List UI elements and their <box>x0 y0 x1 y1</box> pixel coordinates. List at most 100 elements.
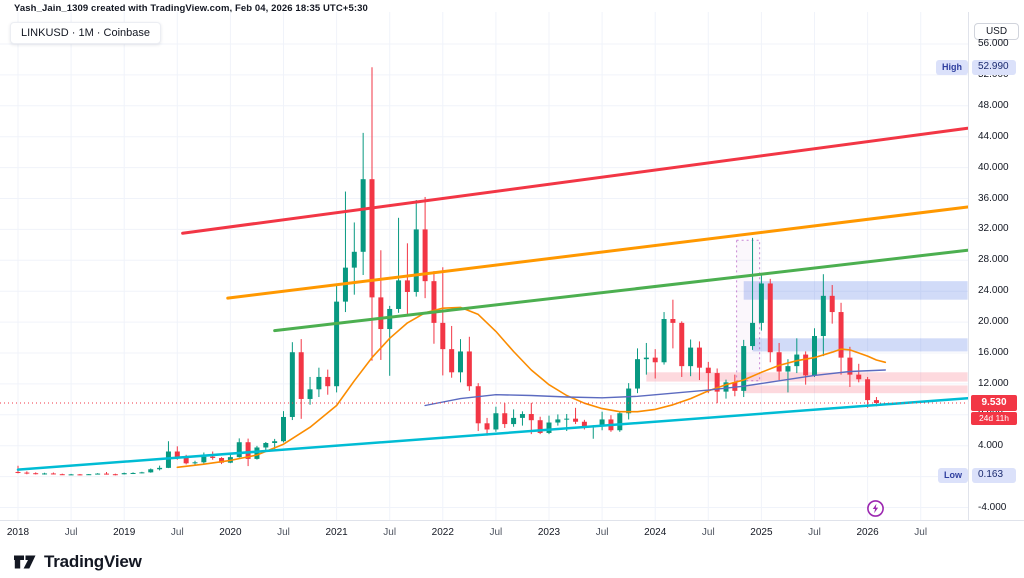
candle-body <box>263 442 269 448</box>
candle-body <box>404 280 410 292</box>
time-label: Jul <box>914 527 928 538</box>
candle-body <box>104 473 109 475</box>
candle-body <box>449 349 455 373</box>
time-label: Jul <box>595 527 609 538</box>
ma-slow-purple[interactable] <box>424 369 886 407</box>
candle-body <box>272 441 278 443</box>
high-marker: High 52.990 <box>0 59 1024 75</box>
channel-top-red[interactable] <box>181 126 968 235</box>
price-label: 28.000 <box>978 254 1009 266</box>
price-label: 24.000 <box>978 285 1009 297</box>
low-marker: Low 0.163 <box>0 467 1024 483</box>
high-value-badge: 52.990 <box>972 59 1016 75</box>
candle-body <box>564 418 570 420</box>
candle-body <box>68 474 74 476</box>
support-zone-11[interactable] <box>743 385 968 394</box>
time-label: Jul <box>64 527 78 538</box>
candle-body <box>316 376 322 390</box>
candle-body <box>661 319 667 363</box>
candle-body <box>139 472 145 474</box>
candle-body <box>555 419 561 423</box>
candle-body <box>723 382 729 392</box>
candle-body <box>466 351 472 387</box>
candle-body <box>458 351 463 373</box>
price-label: 16.000 <box>978 347 1009 358</box>
time-label: Jul <box>808 527 821 538</box>
candle-body <box>86 474 92 476</box>
time-label: 2020 <box>219 527 242 538</box>
brand-name[interactable]: TradingView <box>44 551 142 571</box>
candle-body <box>812 336 817 376</box>
candle-body <box>758 283 764 323</box>
resistance-zone-24[interactable] <box>743 281 968 300</box>
candle-body <box>289 352 295 417</box>
last-price-badge: 9.530 <box>971 394 1017 411</box>
candle-body <box>838 312 844 358</box>
candle-body <box>820 295 826 337</box>
candle-body <box>741 346 747 391</box>
footer-bar: TradingView <box>0 545 1024 578</box>
channel-mid-orange[interactable] <box>226 205 968 300</box>
candle-body <box>157 467 163 470</box>
candle-body <box>502 413 508 425</box>
time-label: 2026 <box>856 527 879 538</box>
support-cyan[interactable] <box>16 396 968 471</box>
candle-body <box>219 457 225 463</box>
tradingview-logo-icon[interactable] <box>13 552 37 572</box>
time-label: Jul <box>383 527 397 538</box>
price-label: 44.000 <box>978 130 1009 142</box>
candle-body <box>670 319 676 323</box>
candle-body <box>635 359 640 389</box>
time-label: Jul <box>170 527 184 538</box>
candle-body <box>33 473 39 475</box>
bar-countdown-badge: 24d 11h <box>971 411 1017 425</box>
candle-body <box>183 457 189 464</box>
chart-pane[interactable]: LINKUSD · 1M · Coinbase <box>0 12 968 520</box>
resistance-zone-17[interactable] <box>752 338 968 352</box>
candle-body <box>873 400 879 403</box>
candle-body <box>334 301 340 387</box>
candle-body <box>785 366 791 372</box>
currency-usd-button[interactable]: USD <box>974 23 1019 40</box>
candle-body <box>413 229 419 292</box>
candle-body <box>325 376 331 387</box>
candle-body <box>148 469 154 473</box>
candle-body <box>750 322 756 347</box>
candlestick-chart[interactable] <box>0 12 968 520</box>
price-label: 12.000 <box>978 377 1009 389</box>
candle-body <box>77 474 83 476</box>
time-label: 2021 <box>325 527 348 538</box>
highlight-range-box[interactable] <box>736 239 761 382</box>
candle-body <box>829 295 835 313</box>
candle-body <box>42 473 48 475</box>
time-label: 2019 <box>113 527 136 538</box>
candle-body <box>174 451 180 458</box>
channel-mid-green[interactable] <box>273 248 968 333</box>
time-label: Jul <box>489 527 503 538</box>
time-axis[interactable]: 2018 Jul 2019 Jul 2020 Jul 2021 Jul 2022 Jul 2023 J… <box>0 520 1024 545</box>
candle-body <box>679 322 685 367</box>
low-value-badge: 0.163 <box>972 467 1016 483</box>
candle-body <box>201 456 207 463</box>
candle-body <box>626 388 632 414</box>
lightning-circle-icon[interactable] <box>866 499 885 518</box>
candle-body <box>369 179 375 298</box>
candle-body <box>573 418 579 422</box>
price-scale[interactable]: USD 56.00052.00048.00044.00040.00036.000… <box>968 12 1024 520</box>
candle-body <box>165 451 171 468</box>
symbol-info-pill[interactable]: LINKUSD · 1M · Coinbase <box>10 22 161 44</box>
candle-body <box>617 413 623 431</box>
price-label: 56.000 <box>978 38 1009 49</box>
candle-body <box>121 473 127 475</box>
candle-body <box>714 373 720 392</box>
candle-body <box>378 297 384 330</box>
candle-body <box>59 474 65 476</box>
candle-body <box>130 472 136 474</box>
candle-body <box>387 308 393 330</box>
candle-body <box>422 229 428 282</box>
candle-body <box>15 471 21 473</box>
candle-body <box>643 357 649 360</box>
candle-body <box>847 357 853 375</box>
high-label: High <box>936 59 968 75</box>
time-label: 2023 <box>537 527 561 538</box>
